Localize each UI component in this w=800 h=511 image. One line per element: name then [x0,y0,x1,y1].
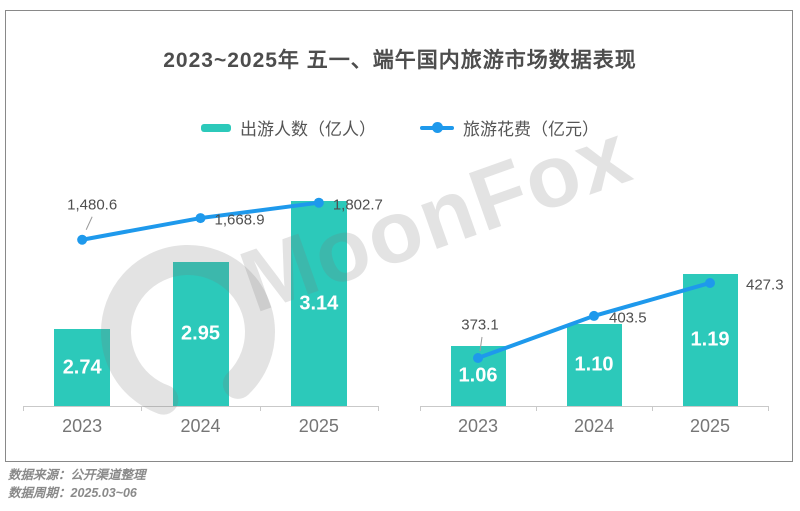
data-period-note: 数据周期：2025.03~06 [8,486,137,500]
data-source-note: 数据来源：公开渠道整理 [8,468,146,482]
line-value-label: 1,480.6 [67,196,118,214]
x-axis-label: 2023 [62,416,103,436]
line-value-label: 373.1 [461,316,499,334]
x-axis-tick [420,406,421,411]
legend-item-visitors: 出游人数（亿人） [201,115,376,140]
x-axis-tick [652,406,653,411]
line-value-label: 1,668.9 [214,211,265,229]
x-axis-label: 2023 [457,416,499,436]
bar-value-label: 1.10 [574,353,614,376]
x-axis-tick [23,406,24,411]
line-value-label: 1,802.7 [332,196,383,214]
spending-line [80,200,321,242]
bar-value-label: 2.74 [62,356,102,379]
bar [172,262,229,406]
line-point-icon [589,310,599,321]
line-value-label: 427.3 [746,276,784,294]
bar [54,329,111,406]
x-axis-label: 2025 [298,416,339,436]
legend-bar-swatch-icon [201,123,231,132]
x-axis-tick [141,406,143,411]
legend: 出游人数（亿人） 旅游花费（亿元） [0,115,800,140]
bar-value-label: 3.14 [299,292,339,315]
x-axis-line [420,406,768,407]
x-axis-label: 2024 [573,416,615,436]
x-axis-tick [768,406,769,411]
bar-value-label: 2.95 [181,322,220,345]
x-axis-line [23,406,378,407]
x-axis-tick [259,406,261,411]
label-leader-line [85,216,93,230]
bar-value-label: 1.19 [690,328,730,351]
legend-bar-label: 出游人数（亿人） [240,120,376,139]
x-axis-tick [378,406,379,411]
legend-line-dot-icon [432,122,443,133]
line-point-icon [77,234,88,245]
x-axis-label: 2025 [689,416,731,436]
line-point-icon [195,213,206,224]
chart-title: 2023~2025年 五一、端午国内旅游市场数据表现 [163,49,637,72]
legend-line-label: 旅游花费（亿元） [463,120,599,139]
legend-item-spending: 旅游花费（亿元） [420,115,599,140]
legend-line-marker-icon [420,122,454,133]
x-axis-label: 2024 [180,416,221,436]
line-value-label: 403.5 [609,309,647,327]
footer-notes: 数据来源：公开渠道整理 数据周期：2025.03~06 [8,466,146,502]
x-axis-tick [536,406,537,411]
bar-value-label: 1.06 [458,364,498,387]
